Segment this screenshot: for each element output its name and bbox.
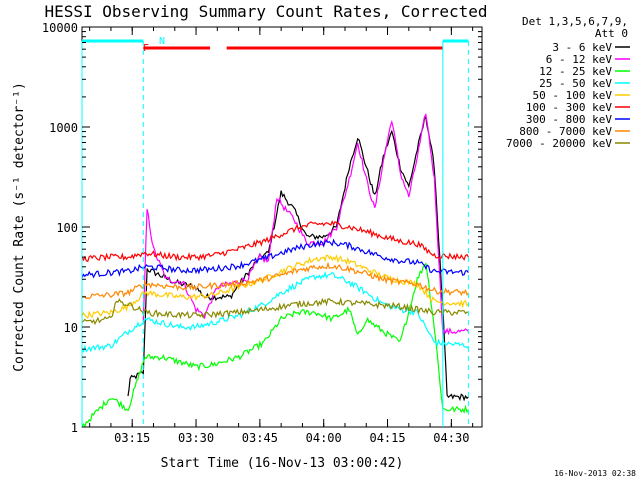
legend-header-line-1: Det 1,3,5,6,7,9, [522,15,628,28]
series-line-7000-20000-kev [81,296,469,326]
legend-label-800-7000-kev: 800 - 7000 keV [519,125,612,138]
series-line-100-300-kev [81,219,469,263]
legend-label-3-6-kev: 3 - 6 keV [552,41,612,54]
y-axis-label: Corrected Count Rate (s⁻¹ detector⁻¹) [12,82,27,372]
marker-layer [81,41,469,427]
x-tick-label-4: 04:15 [369,431,405,445]
x-tick-label-5: 04:30 [433,431,469,445]
flag-label-f: F [143,43,149,54]
y-tick-label-4: 10000 [42,21,78,35]
legend-label-300-800-kev: 300 - 800 keV [526,113,612,126]
series-line-3-6-kev [127,115,469,402]
legend-label-100-300-kev: 100 - 300 keV [526,101,612,114]
y-tick-label-3: 1000 [49,121,78,135]
y-tick-label-1: 10 [64,321,78,335]
x-tick-label-1: 03:30 [178,431,214,445]
legend-label-6-12-kev: 6 - 12 keV [546,53,613,66]
series-line-25-50-kev [81,271,469,353]
chart-title: HESSI Observing Summary Count Rates, Cor… [44,2,487,21]
legend-label-50-100-kev: 50 - 100 keV [533,89,613,102]
series-line-50-100-kev [81,254,469,320]
series-line-12-25-kev [81,262,469,428]
footer-date: 16-Nov-2013 02:38 [554,469,636,478]
legend-label-7000-20000-kev: 7000 - 20000 keV [506,137,612,150]
series-line-300-800-kev [81,238,469,279]
flag-label-n: N [159,36,165,47]
y-tick-label-2: 100 [56,221,78,235]
y-axis: 1 10 100 1000 10000 [42,21,482,435]
x-tick-label-0: 03:15 [114,431,150,445]
series-layer [81,112,469,428]
series-line-800-7000-kev [81,261,469,300]
x-axis-label: Start Time (16-Nov-13 03:00:42) [161,456,404,471]
x-axis: 03:15 03:30 03:45 04:00 04:15 04:30 [89,27,474,445]
flag-layer [82,39,469,50]
x-tick-label-2: 03:45 [242,431,278,445]
legend-label-25-50-kev: 25 - 50 keV [539,77,612,90]
legend-header-line-2: Att 0 [595,27,628,40]
series-line-6-12-kev [142,112,469,336]
x-tick-label-3: 04:00 [306,431,342,445]
y-tick-label-0: 1 [71,421,78,435]
legend-label-12-25-kev: 12 - 25 keV [539,65,612,78]
